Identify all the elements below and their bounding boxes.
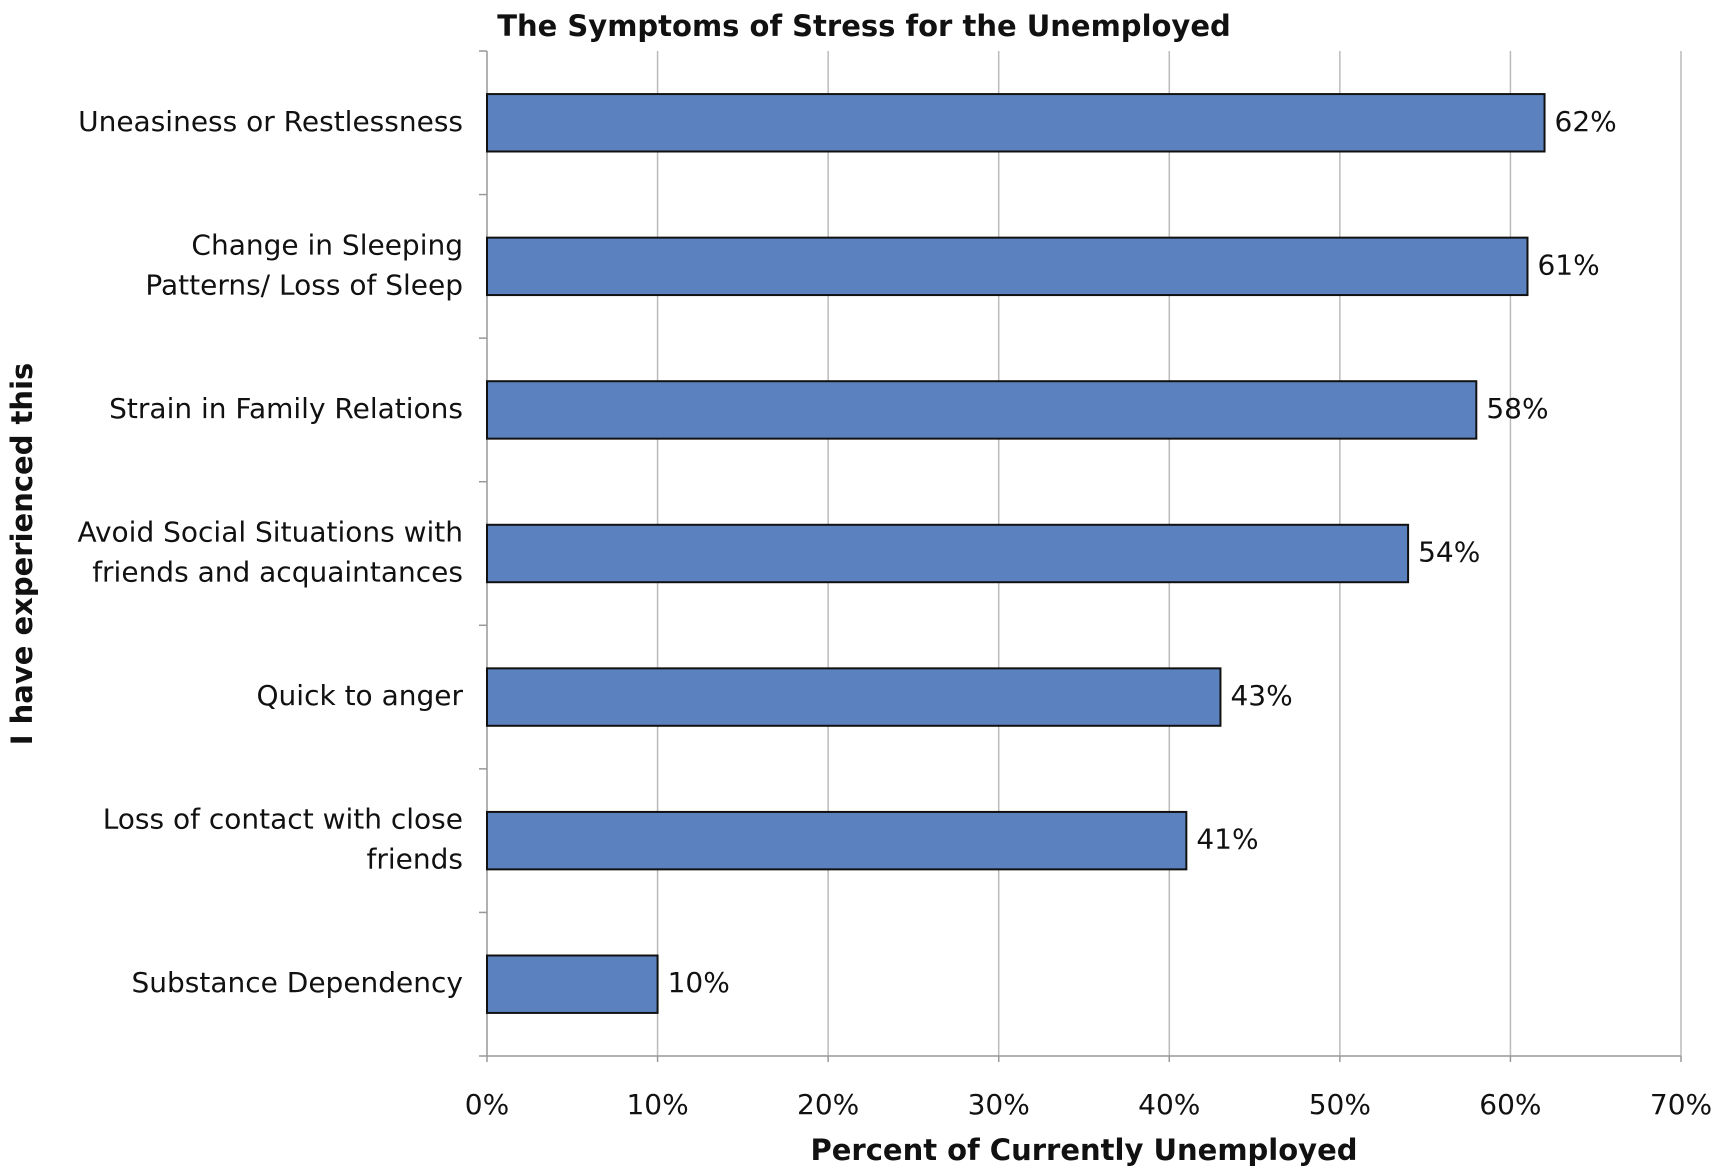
x-axis-title: Percent of Currently Unemployed — [810, 1133, 1357, 1167]
y-tick-label: Avoid Social Situations with — [77, 516, 463, 549]
bar — [486, 380, 1478, 440]
bar — [486, 236, 1529, 297]
y-tick-label: Patterns/ Loss of Sleep — [145, 268, 463, 301]
x-tick-label: 0% — [465, 1088, 509, 1121]
bar — [486, 523, 1410, 584]
chart-title: The Symptoms of Stress for the Unemploye… — [497, 9, 1231, 43]
x-tick-label: 10% — [626, 1088, 688, 1121]
y-tick-label: Change in Sleeping — [191, 228, 463, 261]
y-tick-label: Loss of contact with close — [103, 803, 463, 836]
y-tick-label: friends and acquaintances — [92, 556, 463, 589]
y-tick-label: friends — [367, 843, 463, 876]
data-label: 54% — [1418, 536, 1480, 569]
data-label: 61% — [1537, 248, 1599, 281]
y-tick-label: Substance Dependency — [131, 966, 463, 999]
x-tick-label: 30% — [968, 1088, 1030, 1121]
y-tick-label: Quick to anger — [257, 679, 464, 712]
x-tick-label: 70% — [1650, 1088, 1712, 1121]
y-axis-title: I have experienced this — [5, 363, 39, 746]
x-tick-label: 60% — [1479, 1088, 1541, 1121]
bar — [486, 93, 1546, 153]
bar — [486, 810, 1188, 871]
y-tick-label: Uneasiness or Restlessness — [78, 105, 463, 138]
x-tick-label: 20% — [797, 1088, 859, 1121]
x-tick-label: 50% — [1309, 1088, 1371, 1121]
bar — [486, 954, 659, 1014]
bar — [486, 667, 1222, 727]
x-tick-label: 40% — [1138, 1088, 1200, 1121]
data-label: 62% — [1555, 105, 1617, 138]
data-label: 58% — [1486, 392, 1548, 425]
data-label: 41% — [1196, 823, 1258, 856]
data-label: 10% — [668, 966, 730, 999]
y-tick-label: Strain in Family Relations — [109, 392, 463, 425]
data-label: 43% — [1230, 679, 1292, 712]
